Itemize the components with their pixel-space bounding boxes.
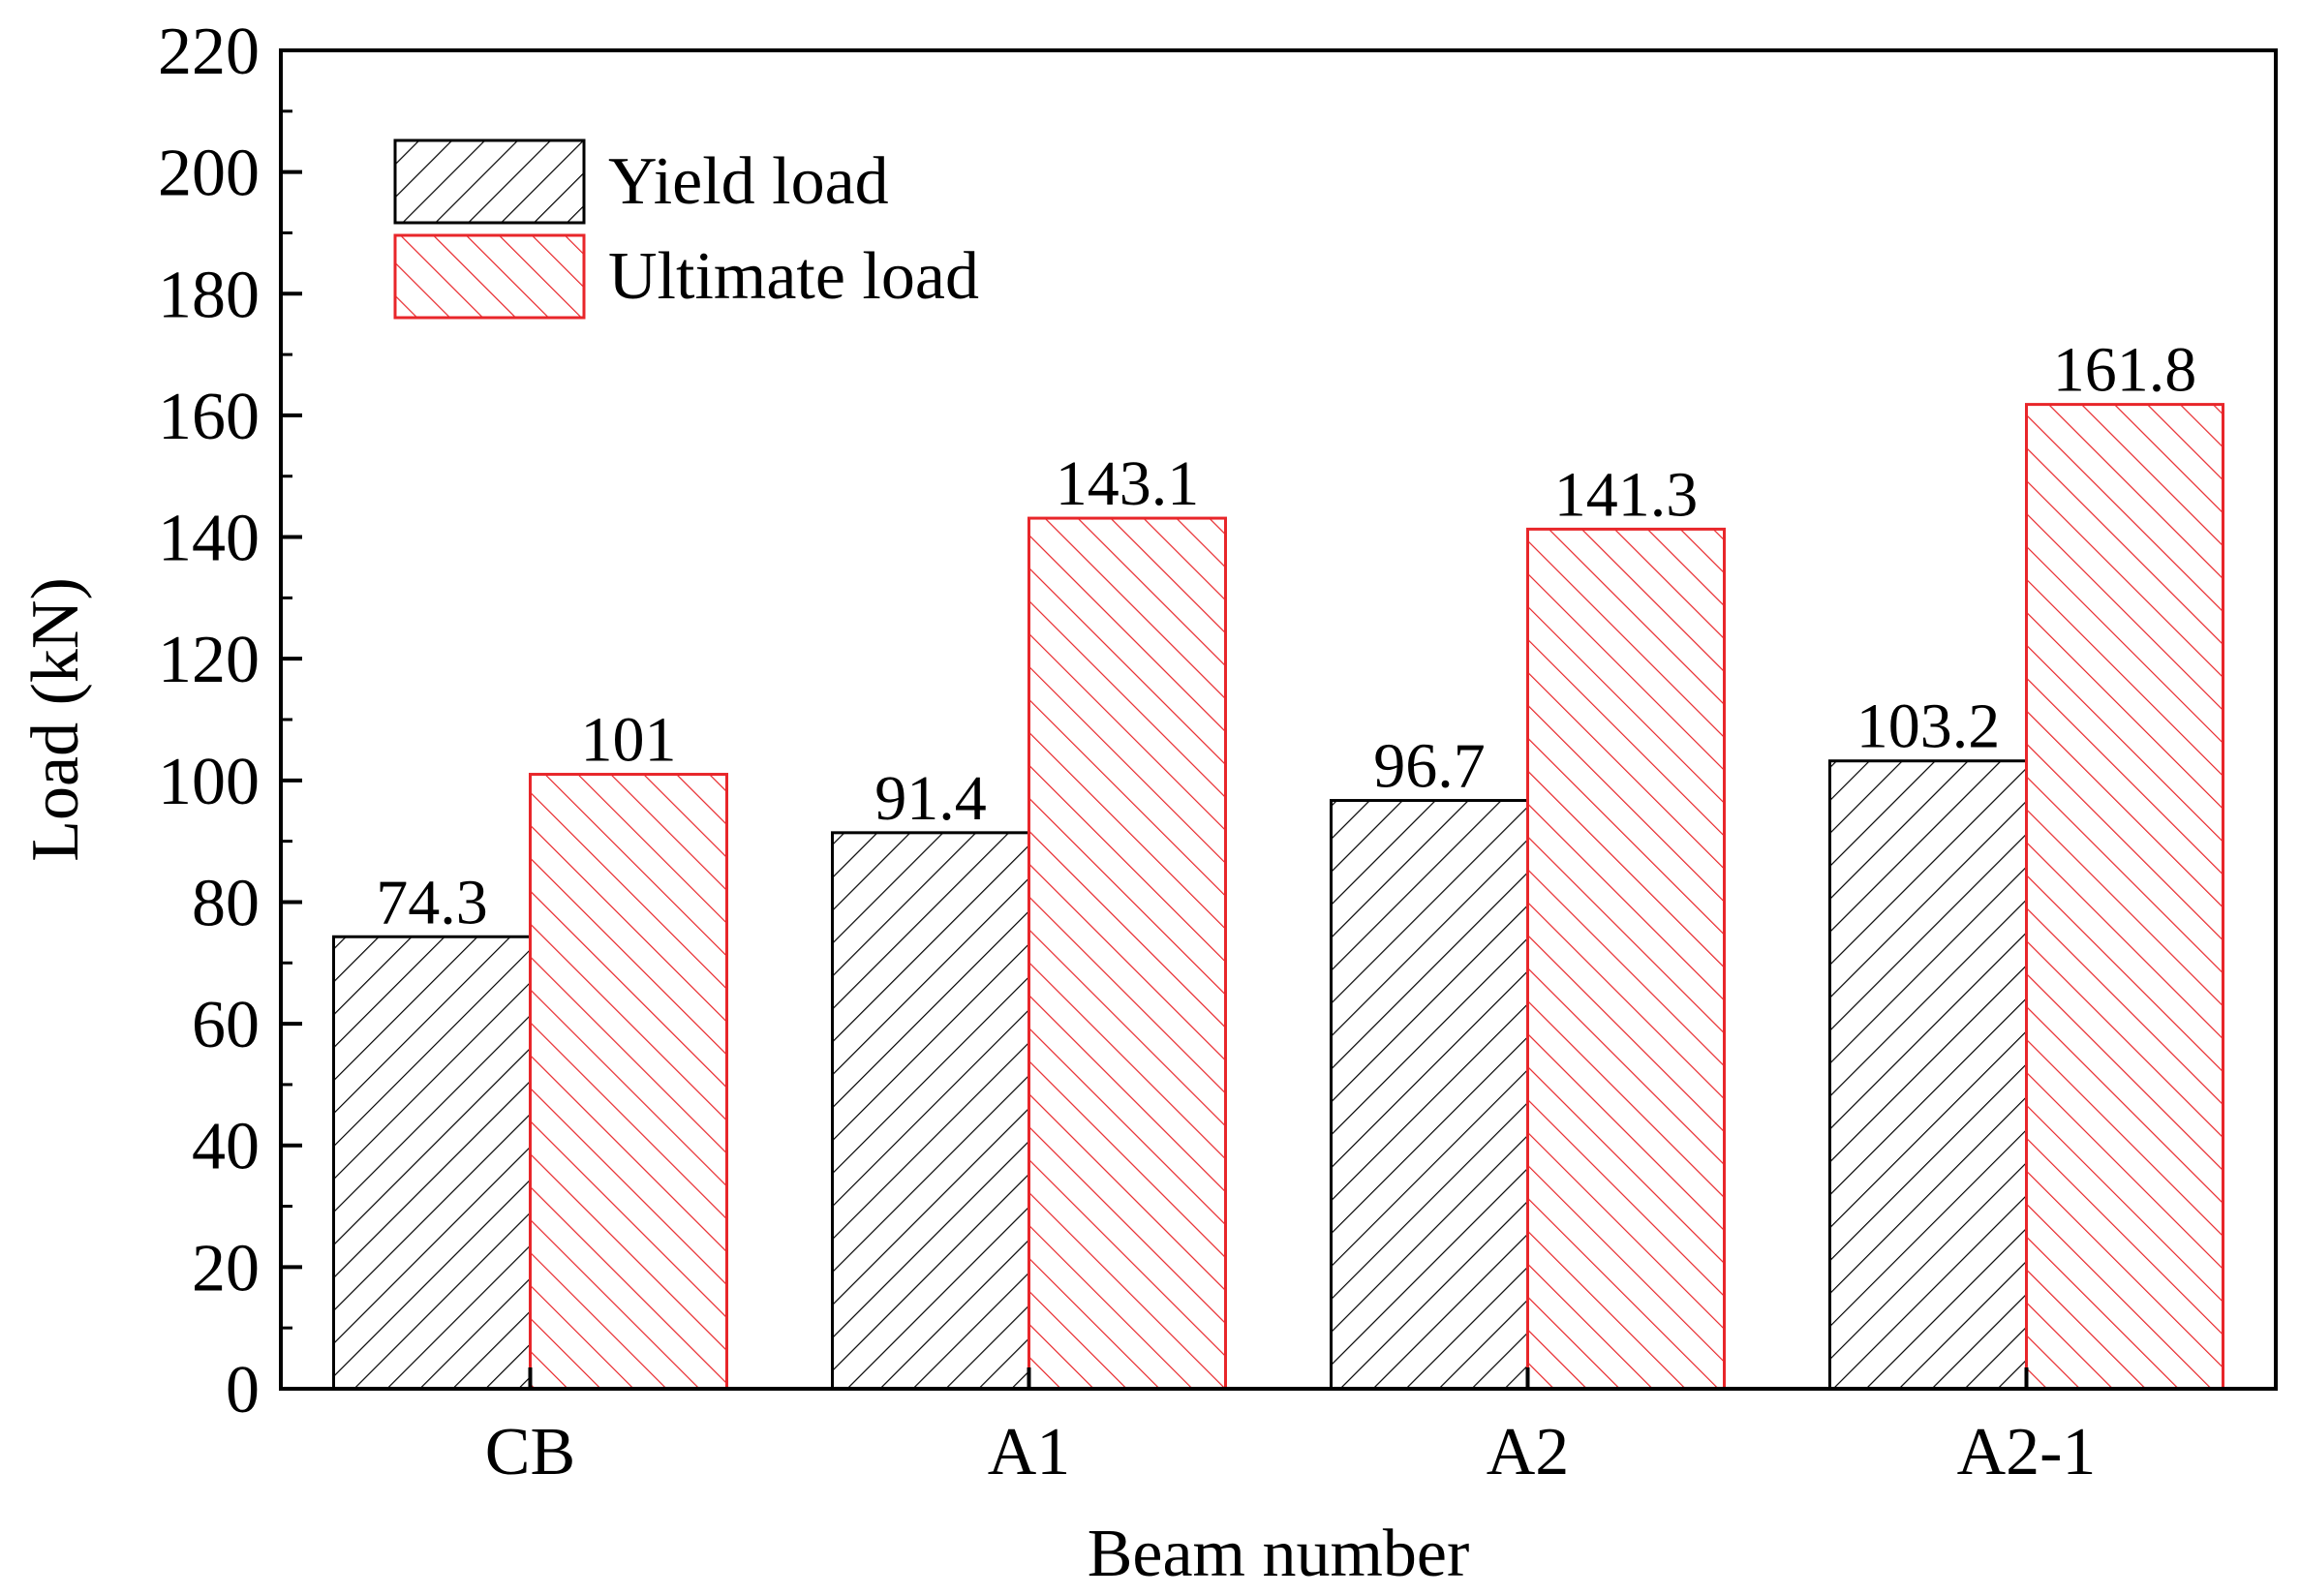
y-tick-label: 60 (192, 988, 260, 1062)
y-tick-label: 80 (192, 866, 260, 940)
y-tick-label: 120 (158, 623, 260, 697)
data-label: 103.2 (1856, 691, 2001, 762)
bar-yield-a2-1 (1828, 759, 2028, 1391)
x-tick-label: A1 (988, 1415, 1071, 1489)
legend-swatch-yield (393, 138, 586, 225)
y-tick-label: 20 (192, 1231, 260, 1305)
data-label: 96.7 (1373, 731, 1486, 802)
y-axis-title: Load (kN) (18, 577, 93, 862)
y-tick-label: 40 (192, 1110, 260, 1184)
y-tick-label: 220 (158, 15, 260, 89)
data-label: 101 (581, 705, 677, 776)
data-label: 161.8 (2053, 335, 2197, 406)
data-labels-group: 74.3 101 91.4 143.1 96.7 141.3 103.2 161.8 (376, 335, 2196, 938)
data-label: 91.4 (874, 763, 987, 834)
bars-group (332, 403, 2224, 1391)
bar-ultimate-a1 (1027, 516, 1227, 1391)
bar-yield-a2 (1330, 799, 1529, 1391)
legend-label-yield: Yield load (608, 144, 889, 219)
data-label: 74.3 (376, 867, 488, 937)
bar-ultimate-cb (529, 773, 728, 1391)
bar-ultimate-a2-1 (2025, 403, 2224, 1391)
x-tick-label: A2-1 (1957, 1415, 2097, 1489)
data-label: 143.1 (1056, 448, 1200, 519)
bar-ultimate-a2 (1526, 527, 1726, 1391)
y-axis: 0 20 40 60 80 100 120 140 160 180 200 220 (158, 15, 302, 1427)
y-tick-label: 200 (158, 137, 260, 211)
y-tick-label: 160 (158, 380, 260, 454)
x-tick-label: CB (485, 1415, 575, 1489)
y-tick-label: 140 (158, 502, 260, 576)
legend-label-ultimate: Ultimate load (608, 239, 979, 314)
x-tick-label: A2 (1487, 1415, 1570, 1489)
legend-swatch-ultimate (393, 233, 586, 320)
y-tick-label: 100 (158, 745, 260, 819)
x-axis: CB A1 A2 A2-1 (485, 1367, 2097, 1489)
x-axis-title: Beam number (1088, 1517, 1470, 1591)
legend: Yield load Ultimate load (393, 138, 979, 320)
bar-yield-cb (332, 935, 532, 1391)
bar-yield-a1 (831, 831, 1030, 1391)
y-tick-label: 180 (158, 258, 260, 332)
y-tick-label: 0 (226, 1353, 260, 1427)
data-label: 141.3 (1554, 459, 1699, 530)
